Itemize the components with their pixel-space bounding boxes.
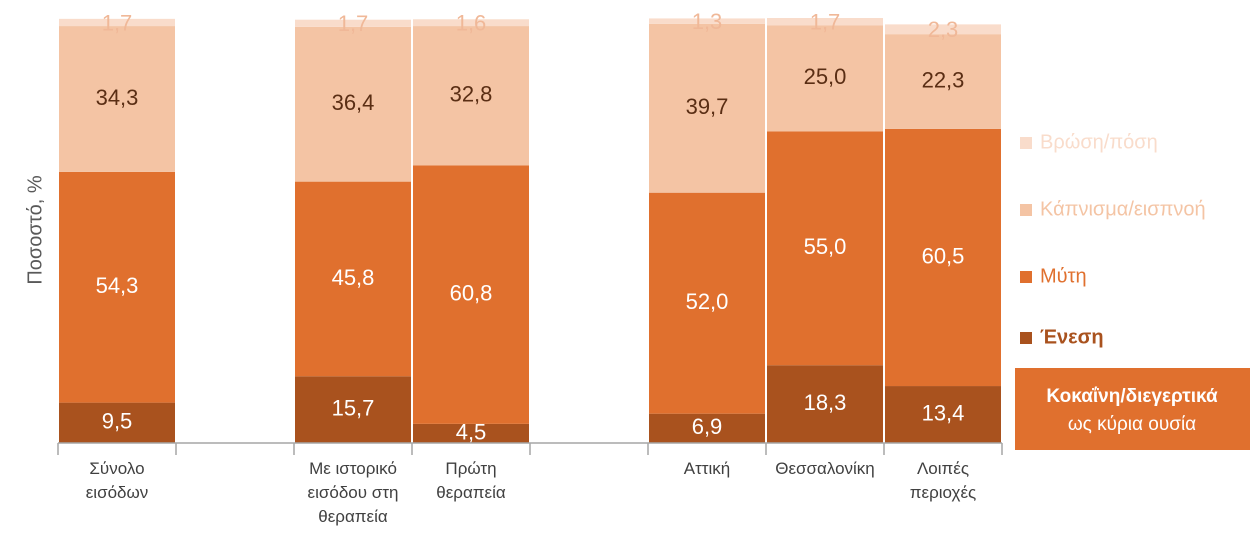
bar-segment (59, 18, 175, 27)
bar-segment (649, 192, 765, 414)
bar-segment (649, 23, 765, 193)
legend-swatch (1020, 204, 1032, 216)
legend-swatch (1020, 332, 1032, 344)
legend-swatch (1020, 271, 1032, 283)
value-label: 25,0 (804, 64, 847, 89)
value-label: 15,7 (332, 395, 375, 420)
legend-label: Κάπνισμα/εισπνοή (1040, 198, 1206, 220)
bar-segment (413, 19, 529, 27)
y-axis-label: Ποσοστό, % (24, 175, 46, 285)
value-label: 39,7 (686, 94, 729, 119)
x-tick-label: Αττική (684, 459, 731, 478)
value-label: 36,4 (332, 90, 375, 115)
value-label: 60,5 (922, 243, 965, 268)
value-label: 1,3 (692, 9, 723, 34)
legend-label: Μύτη (1040, 265, 1087, 287)
value-label: 34,3 (96, 85, 139, 110)
bar-segment (59, 171, 175, 403)
annotation-title: Κοκαΐνη/διεγερτικά (1046, 386, 1218, 407)
bar-segment (413, 26, 529, 166)
x-tick-label: Πρώτη θεραπεία (436, 459, 506, 502)
value-label: 22,3 (922, 67, 965, 92)
bar-segment (885, 34, 1001, 129)
value-label: 18,3 (804, 390, 847, 415)
value-label: 52,0 (686, 289, 729, 314)
bar-segment (295, 181, 411, 377)
bar-segment (413, 423, 529, 443)
legend-label: Βρώση/πόση (1040, 131, 1158, 153)
bar-segment (767, 25, 883, 132)
x-tick-label: Λοιπές περιοχές (910, 459, 976, 502)
value-label: 1,7 (102, 10, 133, 35)
value-label: 9,5 (102, 409, 133, 434)
value-label: 60,8 (450, 280, 493, 305)
value-label: 1,6 (456, 10, 487, 35)
value-label: 1,7 (810, 9, 841, 34)
bar-segment (649, 413, 765, 443)
value-label: 55,0 (804, 234, 847, 259)
value-label: 32,8 (450, 82, 493, 107)
bar-segment (767, 18, 883, 26)
bar-segment (885, 386, 1001, 443)
bar-segment (295, 19, 411, 27)
value-label: 13,4 (922, 400, 965, 425)
bar-segment (649, 18, 765, 24)
bar-segment (59, 402, 175, 443)
value-label: 1,7 (338, 11, 369, 36)
x-tick-label: Με ιστορικό εισόδου στη θεραπεία (308, 459, 399, 526)
bar-segment (295, 376, 411, 443)
bar-segment (767, 131, 883, 366)
x-tick-label: Σύνολο εισόδων (86, 459, 149, 502)
legend-label: Ένεση (1040, 326, 1104, 348)
value-label: 2,3 (928, 17, 959, 42)
bar-segment (767, 365, 883, 443)
annotation-box (1015, 368, 1250, 450)
bar-segment (413, 165, 529, 424)
x-tick-label: Θεσσαλονίκη (775, 459, 875, 478)
bar-segment (295, 26, 411, 182)
value-label: 45,8 (332, 265, 375, 290)
legend-swatch (1020, 137, 1032, 149)
value-label: 54,3 (96, 273, 139, 298)
bar-segment (885, 24, 1001, 35)
value-label: 6,9 (692, 414, 723, 439)
bar-segment (885, 128, 1001, 387)
bar-segment (59, 26, 175, 172)
annotation-subtitle: ως κύρια ουσία (1068, 414, 1196, 435)
